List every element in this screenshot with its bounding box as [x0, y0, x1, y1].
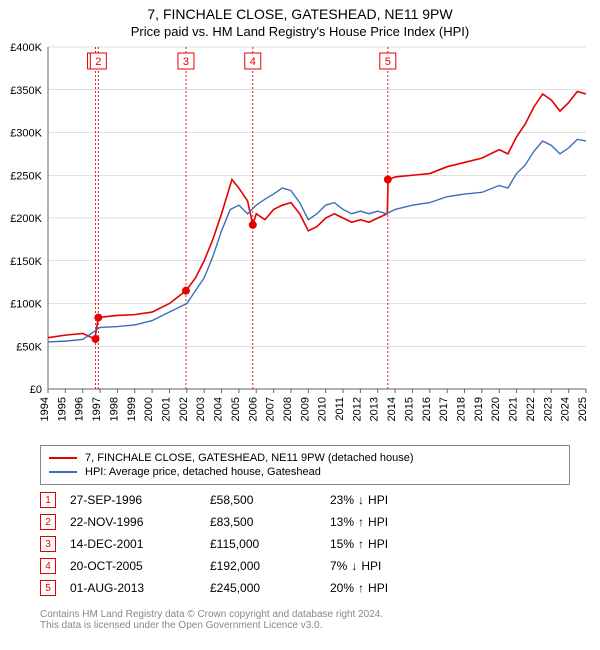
svg-text:2001: 2001 — [160, 397, 172, 421]
arrow-down-icon: ↓ — [358, 493, 364, 507]
svg-text:2019: 2019 — [473, 397, 485, 421]
svg-text:2: 2 — [95, 56, 101, 68]
sale-date: 20-OCT-2005 — [70, 559, 210, 573]
svg-text:2009: 2009 — [299, 397, 311, 421]
svg-text:£50K: £50K — [16, 341, 42, 353]
svg-text:£200K: £200K — [10, 213, 42, 225]
sale-date: 27-SEP-1996 — [70, 493, 210, 507]
svg-text:2020: 2020 — [490, 397, 502, 421]
svg-text:2016: 2016 — [421, 397, 433, 421]
sale-delta: 7%↓HPI — [330, 559, 450, 573]
footer: Contains HM Land Registry data © Crown c… — [40, 609, 570, 631]
svg-text:2025: 2025 — [577, 397, 589, 421]
legend-item: HPI: Average price, detached house, Gate… — [49, 466, 561, 478]
svg-text:1996: 1996 — [74, 397, 86, 421]
footer-line: This data is licensed under the Open Gov… — [40, 620, 570, 631]
svg-text:£400K: £400K — [10, 42, 42, 54]
table-row: 5 01-AUG-2013£245,00020%↑HPI — [40, 577, 570, 599]
sale-price: £245,000 — [210, 581, 330, 595]
table-row: 2 22-NOV-1996£83,50013%↑HPI — [40, 511, 570, 533]
sale-date: 01-AUG-2013 — [70, 581, 210, 595]
sale-delta: 15%↑HPI — [330, 537, 450, 551]
svg-text:£350K: £350K — [10, 85, 42, 97]
sale-delta: 20%↑HPI — [330, 581, 450, 595]
sale-delta: 23%↓HPI — [330, 493, 450, 507]
svg-text:2004: 2004 — [213, 397, 225, 421]
svg-text:5: 5 — [385, 56, 391, 68]
table-row: 4 20-OCT-2005£192,0007%↓HPI — [40, 555, 570, 577]
legend-swatch-icon — [49, 471, 77, 473]
svg-text:1999: 1999 — [126, 397, 138, 421]
sale-marker-icon: 1 — [40, 492, 56, 508]
sale-marker-icon: 2 — [40, 514, 56, 530]
chart-svg: £0 £50K £100K £150K £200K £250K £300K £350K £400… — [0, 39, 600, 439]
legend: 7, FINCHALE CLOSE, GATESHEAD, NE11 9PW (… — [40, 445, 570, 485]
legend-swatch-icon — [49, 457, 77, 459]
svg-text:2014: 2014 — [386, 397, 398, 421]
sale-price: £192,000 — [210, 559, 330, 573]
legend-item: 7, FINCHALE CLOSE, GATESHEAD, NE11 9PW (… — [49, 452, 561, 464]
svg-text:1995: 1995 — [56, 397, 68, 421]
svg-text:£0: £0 — [30, 384, 42, 396]
svg-text:2000: 2000 — [143, 397, 155, 421]
svg-text:2023: 2023 — [542, 397, 554, 421]
sale-marker-icon: 3 — [40, 536, 56, 552]
page: 7, FINCHALE CLOSE, GATESHEAD, NE11 9PW P… — [0, 0, 600, 631]
sale-date: 14-DEC-2001 — [70, 537, 210, 551]
svg-text:2007: 2007 — [265, 397, 277, 421]
sale-price: £58,500 — [210, 493, 330, 507]
svg-text:2003: 2003 — [195, 397, 207, 421]
sale-marker-icon: 5 — [40, 580, 56, 596]
svg-text:1994: 1994 — [39, 397, 51, 421]
svg-text:1997: 1997 — [91, 397, 103, 421]
svg-text:£300K: £300K — [10, 128, 42, 140]
svg-text:2018: 2018 — [456, 397, 468, 421]
svg-text:2010: 2010 — [317, 397, 329, 421]
sales-table: 1 27-SEP-1996£58,50023%↓HPI 2 22-NOV-1996£8… — [40, 489, 570, 599]
svg-text:2011: 2011 — [334, 397, 346, 421]
svg-text:2005: 2005 — [230, 397, 242, 421]
svg-text:2021: 2021 — [508, 397, 520, 421]
svg-text:3: 3 — [183, 56, 189, 68]
sale-date: 22-NOV-1996 — [70, 515, 210, 529]
svg-text:2012: 2012 — [351, 397, 363, 421]
svg-text:2006: 2006 — [247, 397, 259, 421]
svg-text:2022: 2022 — [525, 397, 537, 421]
table-row: 1 27-SEP-1996£58,50023%↓HPI — [40, 489, 570, 511]
svg-text:£100K: £100K — [10, 299, 42, 311]
sale-marker-icon: 4 — [40, 558, 56, 574]
svg-text:2002: 2002 — [178, 397, 190, 421]
arrow-down-icon: ↓ — [351, 559, 357, 573]
sale-price: £83,500 — [210, 515, 330, 529]
legend-label: HPI: Average price, detached house, Gate… — [85, 466, 321, 478]
svg-text:2015: 2015 — [403, 397, 415, 421]
table-row: 3 14-DEC-2001£115,00015%↑HPI — [40, 533, 570, 555]
svg-text:2017: 2017 — [438, 397, 450, 421]
footer-line: Contains HM Land Registry data © Crown c… — [40, 609, 570, 620]
svg-text:1998: 1998 — [108, 397, 120, 421]
svg-text:4: 4 — [250, 56, 256, 68]
sale-delta: 13%↑HPI — [330, 515, 450, 529]
svg-text:2008: 2008 — [282, 397, 294, 421]
legend-label: 7, FINCHALE CLOSE, GATESHEAD, NE11 9PW (… — [85, 452, 414, 464]
svg-text:£150K: £150K — [10, 256, 42, 268]
price-chart: £0 £50K £100K £150K £200K £250K £300K £350K £400… — [0, 39, 600, 439]
arrow-up-icon: ↑ — [358, 537, 364, 551]
title-sub: Price paid vs. HM Land Registry's House … — [0, 24, 600, 39]
svg-text:£250K: £250K — [10, 170, 42, 182]
svg-text:2013: 2013 — [369, 397, 381, 421]
arrow-up-icon: ↑ — [358, 581, 364, 595]
title-main: 7, FINCHALE CLOSE, GATESHEAD, NE11 9PW — [0, 6, 600, 22]
svg-text:2024: 2024 — [560, 397, 572, 421]
sale-price: £115,000 — [210, 537, 330, 551]
arrow-up-icon: ↑ — [358, 515, 364, 529]
chart-titles: 7, FINCHALE CLOSE, GATESHEAD, NE11 9PW P… — [0, 0, 600, 39]
